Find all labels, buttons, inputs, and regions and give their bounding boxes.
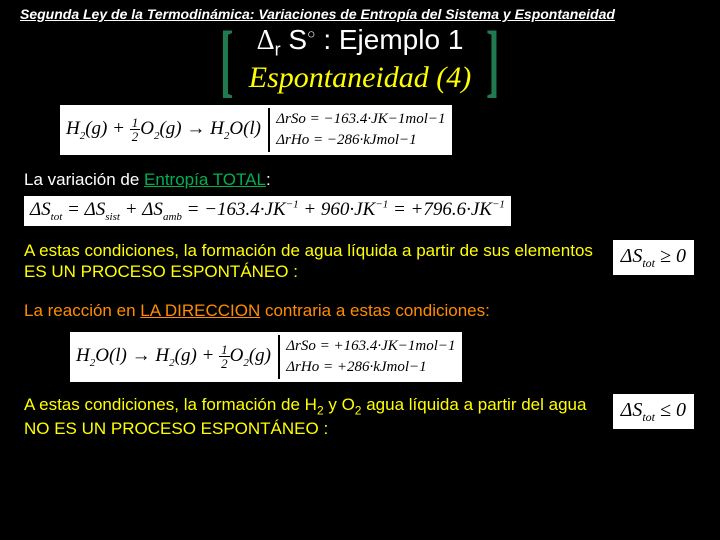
slide-header: Segunda Ley de la Termodinámica: Variaci…: [0, 0, 720, 24]
title-line2: Espontaneidad (4): [249, 61, 471, 95]
reaction-forward-conditions: ΔrSo = −163.4·JK−1mol−1 ΔrHo = −286·kJmo…: [276, 109, 445, 150]
equation-entropy-total: ΔStot = ΔSsist + ΔSamb = −163.4·JK−1 + 9…: [24, 196, 696, 226]
title-region: [ Δr S○ : Ejemplo 1 Espontaneidad (4) ]: [0, 24, 720, 101]
reaction-forward-lhs: H2(g) + 12O2(g) → H2O(l): [66, 118, 266, 139]
equation-reaction-reverse: H2O(l) → H2(g) + 12O2(g) ΔrSo = +163.4·J…: [70, 332, 720, 382]
text-reverse-direction: La reacción en LA DIRECCION contraria a …: [0, 286, 720, 325]
title-block: Δr S○ : Ejemplo 1 Espontaneidad (4): [241, 24, 479, 95]
title-line1: Δr S○ : Ejemplo 1: [249, 24, 471, 61]
text-spontaneous-forward: ΔStot ≥ 0 A estas condiciones, la formac…: [0, 236, 720, 287]
reaction-reverse-lhs: H2O(l) → H2(g) + 12O2(g): [76, 345, 276, 366]
bracket-left: [: [220, 27, 234, 93]
text-entropy-total-label: La variación de Entropía TOTAL:: [0, 165, 720, 194]
equation-reaction-forward: H2(g) + 12O2(g) → H2O(l) ΔrSo = −163.4·J…: [60, 105, 720, 155]
text-not-spontaneous: ΔStot ≤ 0 A estas condiciones, la formac…: [0, 390, 720, 444]
bracket-right: ]: [486, 27, 500, 93]
reaction-reverse-conditions: ΔrSo = +163.4·JK−1mol−1 ΔrHo = +286·kJmo…: [286, 336, 455, 377]
box-dstot-positive: ΔStot ≥ 0: [613, 240, 694, 275]
box-dstot-negative: ΔStot ≤ 0: [613, 394, 694, 429]
